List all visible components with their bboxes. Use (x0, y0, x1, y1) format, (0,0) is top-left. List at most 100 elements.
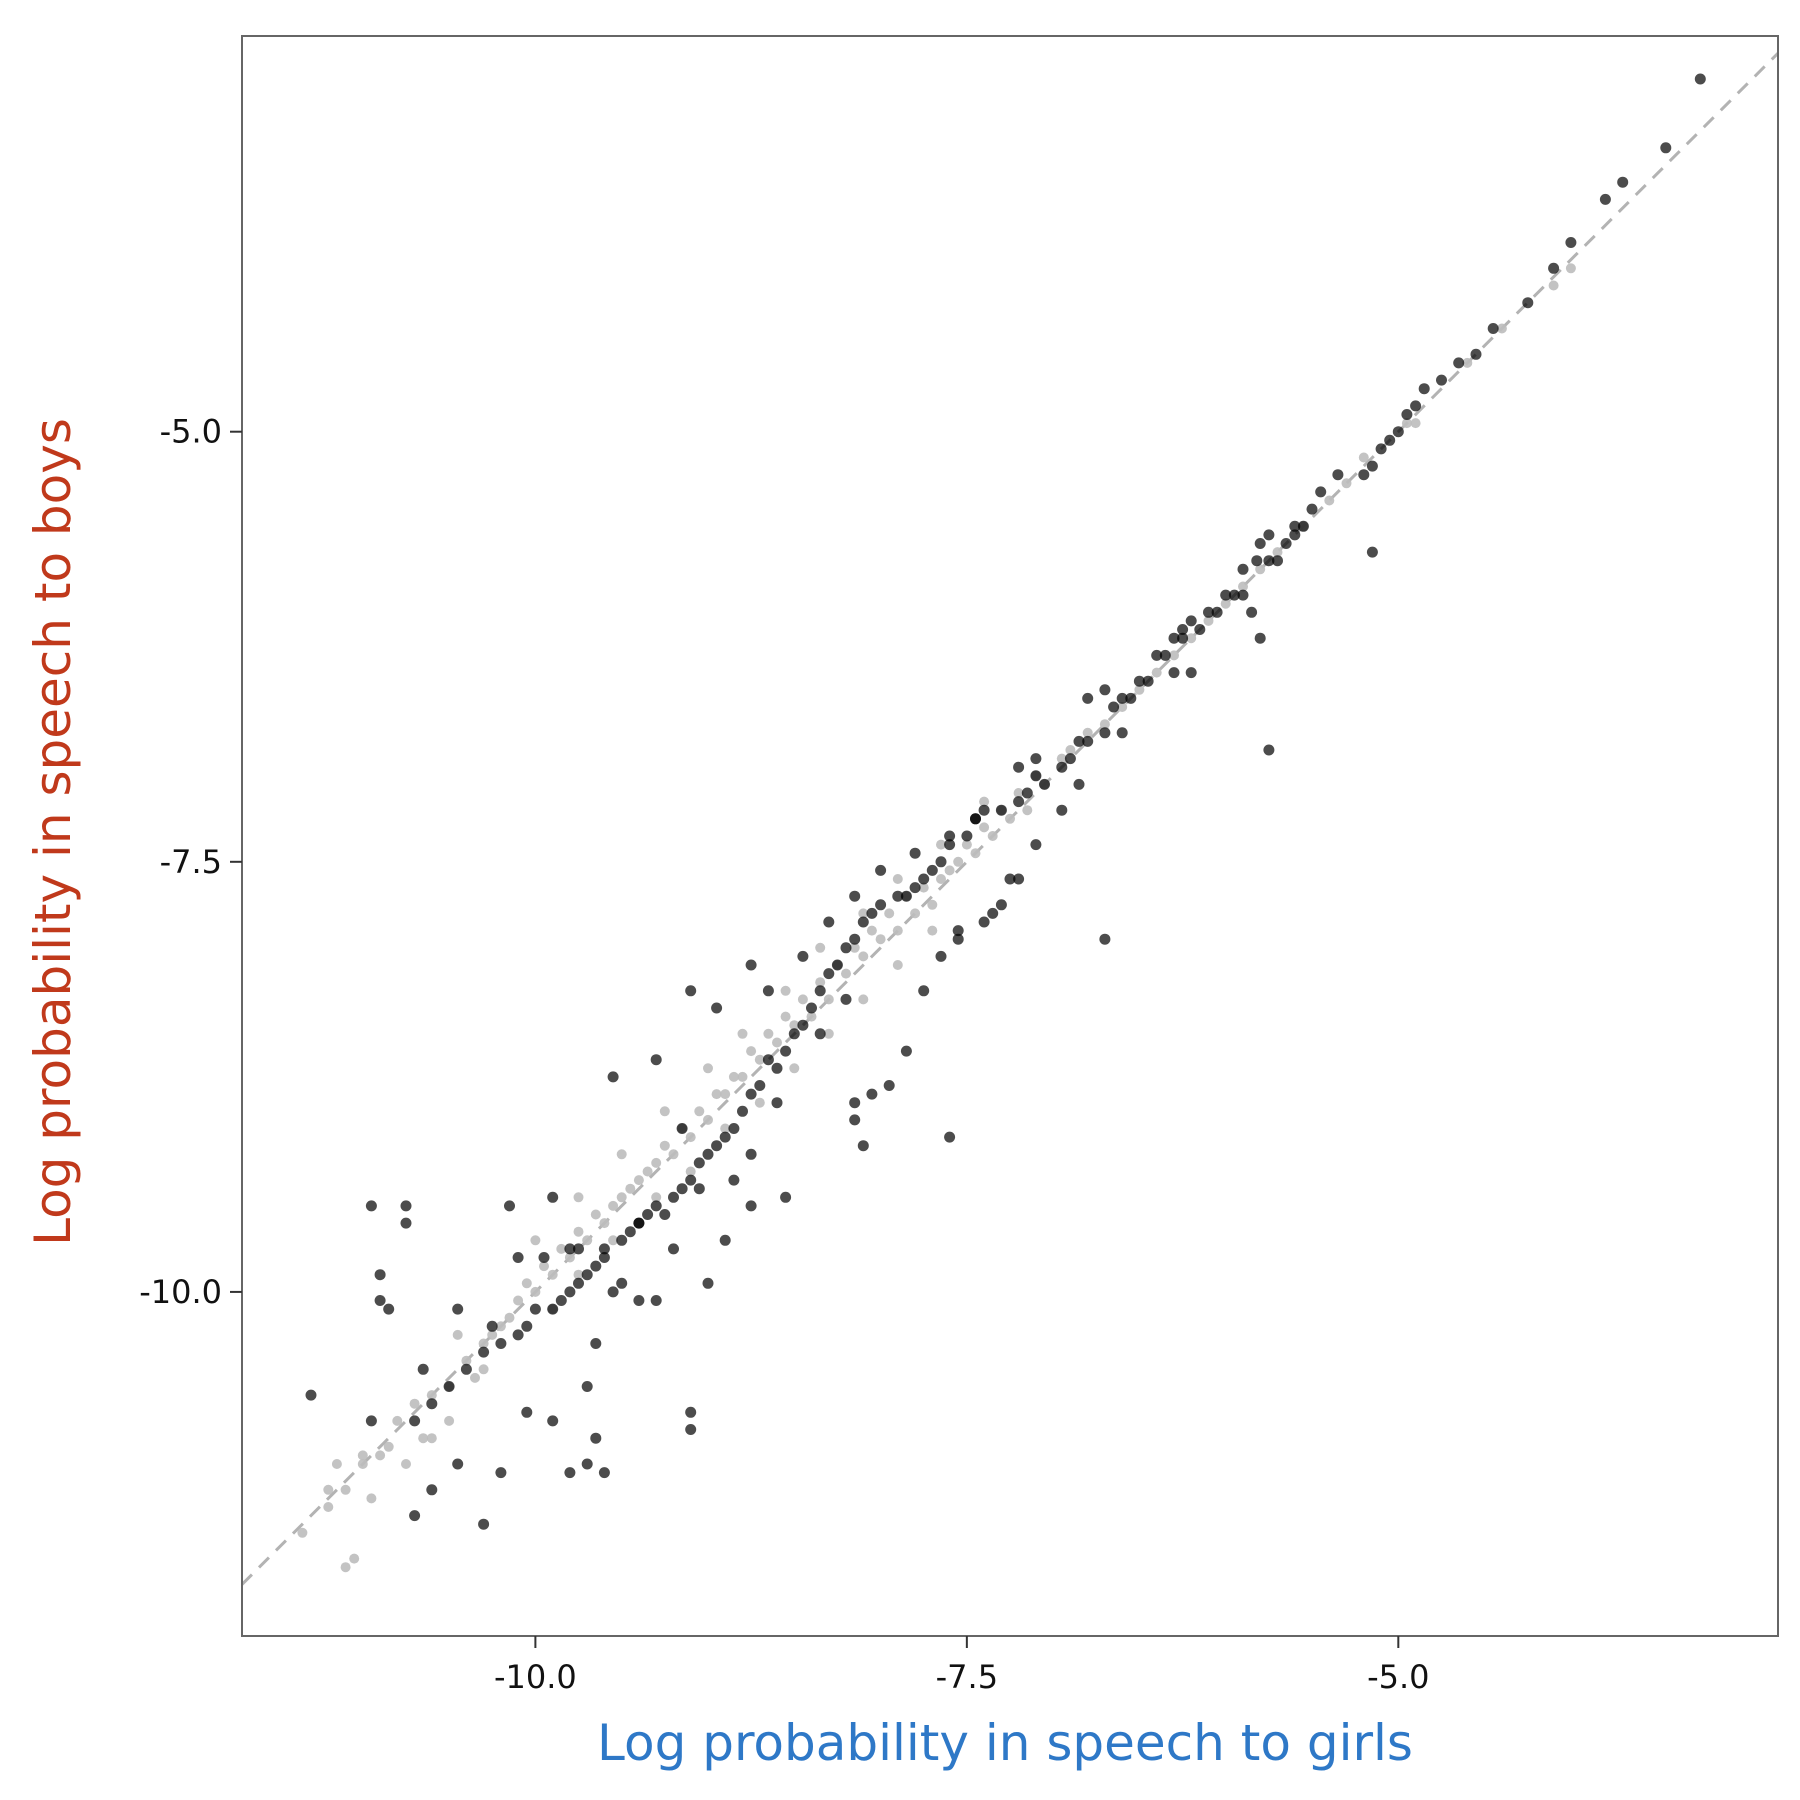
data-point-dark (737, 1105, 748, 1117)
data-point-light (720, 1123, 731, 1134)
data-point-dark (1289, 529, 1301, 541)
data-point-light (590, 1209, 601, 1220)
data-point-dark (1039, 778, 1050, 790)
data-point-dark (1522, 297, 1534, 309)
data-point-dark (1358, 469, 1370, 481)
data-point-dark (840, 942, 852, 954)
data-point-light (754, 1054, 765, 1065)
data-point-light (927, 925, 938, 936)
data-point-dark (1272, 555, 1283, 567)
data-point-dark (1030, 753, 1042, 765)
data-point-light (728, 1071, 739, 1082)
data-point-dark (1108, 701, 1120, 713)
data-point-dark (728, 1174, 740, 1186)
data-point-dark (719, 1234, 731, 1246)
data-point-dark (935, 950, 947, 962)
data-point-light (625, 1183, 636, 1194)
data-point-light (1238, 581, 1248, 592)
data-point-dark (512, 1252, 524, 1263)
data-point-dark (1237, 563, 1249, 575)
data-point-dark (616, 1234, 628, 1246)
data-point-dark (1660, 142, 1672, 154)
data-point-light (1169, 650, 1179, 661)
data-point-light (582, 1235, 593, 1246)
data-point-light (297, 1527, 308, 1538)
data-point-dark (1133, 675, 1145, 687)
x-tick-label: -5.0 (1367, 1658, 1429, 1696)
data-point-light (961, 839, 972, 850)
data-point-dark (1151, 649, 1163, 661)
data-point-dark (909, 847, 921, 859)
data-point-dark (365, 1415, 377, 1427)
data-point-light (392, 1415, 403, 1426)
data-point-dark (1099, 727, 1111, 739)
data-point-dark (831, 959, 843, 971)
data-point-light (780, 1011, 791, 1022)
data-point-light (953, 856, 964, 867)
data-point-dark (685, 1424, 697, 1435)
data-point-dark (650, 1054, 662, 1066)
data-point-light (1410, 418, 1421, 429)
data-point-dark (1220, 589, 1232, 601)
data-point-light (401, 1459, 411, 1469)
data-point-dark (1013, 873, 1025, 885)
data-point-dark (685, 1174, 697, 1186)
data-point-light (608, 1235, 619, 1246)
data-point-dark (702, 1277, 714, 1289)
data-point-light (1013, 788, 1024, 798)
data-point-light (703, 1114, 713, 1125)
data-point-dark (1401, 409, 1413, 420)
data-point-dark (1030, 770, 1042, 782)
data-point-dark (668, 1243, 679, 1255)
data-point-light (357, 1459, 368, 1469)
data-point-dark (1487, 323, 1499, 334)
data-point-dark (607, 1071, 619, 1083)
data-point-dark (1565, 237, 1577, 248)
data-point-light (418, 1433, 429, 1444)
data-point-dark (1263, 744, 1275, 756)
data-point-light (936, 839, 946, 850)
data-point-light (1065, 745, 1076, 755)
data-point-dark (305, 1389, 317, 1401)
y-tick-label: -5.0 (160, 413, 222, 451)
data-point-dark (1453, 357, 1465, 369)
data-point-dark (659, 1209, 671, 1220)
data-point-dark (409, 1510, 421, 1522)
data-point-dark (788, 1028, 800, 1040)
data-point-dark (944, 830, 956, 842)
data-point-dark (1384, 434, 1396, 446)
data-point-dark (1617, 176, 1629, 188)
y-tick-label: -10.0 (139, 1273, 222, 1311)
data-point-dark (900, 1045, 912, 1057)
data-point-dark (521, 1406, 533, 1418)
data-point-light (772, 1037, 782, 1048)
data-point-dark (365, 1200, 377, 1212)
data-point-dark (685, 985, 697, 997)
data-point-dark (1203, 606, 1214, 618)
data-point-dark (1251, 555, 1263, 567)
data-point-light (1255, 564, 1266, 575)
data-point-dark (849, 890, 861, 902)
data-point-dark (624, 1226, 636, 1238)
data-point-dark (547, 1415, 559, 1427)
data-point-dark (581, 1458, 593, 1470)
data-point-dark (1254, 632, 1266, 644)
data-point-dark (892, 890, 904, 902)
data-point-light (970, 848, 981, 859)
data-point-dark (1177, 624, 1189, 635)
data-point-dark (1116, 692, 1128, 704)
data-point-light (1496, 323, 1507, 334)
data-point-dark (529, 1303, 541, 1315)
data-point-light (1134, 684, 1145, 695)
data-point-dark (814, 1028, 826, 1040)
data-point-light (806, 1011, 817, 1022)
data-point-dark (771, 1097, 783, 1109)
data-point-light (910, 908, 921, 919)
data-point-dark (512, 1329, 524, 1341)
data-point-dark (409, 1415, 421, 1427)
data-point-dark (555, 1295, 567, 1306)
y-tick-label: -7.5 (160, 843, 222, 881)
data-point-light (1565, 263, 1576, 274)
data-point-light (815, 977, 826, 988)
data-point-dark (1436, 374, 1447, 386)
